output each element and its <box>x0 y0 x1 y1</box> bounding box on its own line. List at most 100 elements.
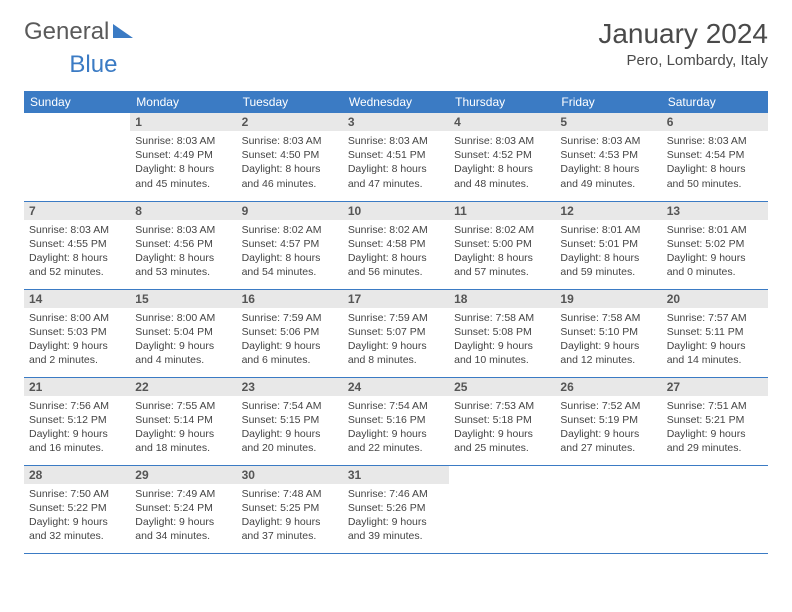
daylight-text-1: Daylight: 9 hours <box>667 251 763 265</box>
day-data: Sunrise: 8:01 AMSunset: 5:01 PMDaylight:… <box>555 220 661 283</box>
sunset-text: Sunset: 5:15 PM <box>242 413 338 427</box>
daylight-text-1: Daylight: 8 hours <box>348 251 444 265</box>
daylight-text-1: Daylight: 9 hours <box>667 427 763 441</box>
sunrise-text: Sunrise: 7:59 AM <box>348 311 444 325</box>
daylight-text-2: and 20 minutes. <box>242 441 338 455</box>
sunrise-text: Sunrise: 8:03 AM <box>348 134 444 148</box>
daylight-text-2: and 10 minutes. <box>454 353 550 367</box>
sunrise-text: Sunrise: 8:00 AM <box>29 311 125 325</box>
daylight-text-1: Daylight: 9 hours <box>29 515 125 529</box>
sunset-text: Sunset: 5:21 PM <box>667 413 763 427</box>
sunrise-text: Sunrise: 7:57 AM <box>667 311 763 325</box>
day-number: 17 <box>343 290 449 308</box>
day-number: 29 <box>130 466 236 484</box>
daylight-text-2: and 8 minutes. <box>348 353 444 367</box>
sunrise-text: Sunrise: 8:02 AM <box>348 223 444 237</box>
day-number: 7 <box>24 202 130 220</box>
calendar-week-row: 28Sunrise: 7:50 AMSunset: 5:22 PMDayligh… <box>24 465 768 553</box>
sunset-text: Sunset: 5:00 PM <box>454 237 550 251</box>
day-data: Sunrise: 7:52 AMSunset: 5:19 PMDaylight:… <box>555 396 661 459</box>
calendar-day-cell: 18Sunrise: 7:58 AMSunset: 5:08 PMDayligh… <box>449 289 555 377</box>
daylight-text-2: and 37 minutes. <box>242 529 338 543</box>
calendar-day-cell: 30Sunrise: 7:48 AMSunset: 5:25 PMDayligh… <box>237 465 343 553</box>
calendar-day-cell: 16Sunrise: 7:59 AMSunset: 5:06 PMDayligh… <box>237 289 343 377</box>
day-data: Sunrise: 8:02 AMSunset: 5:00 PMDaylight:… <box>449 220 555 283</box>
calendar-day-cell: 9Sunrise: 8:02 AMSunset: 4:57 PMDaylight… <box>237 201 343 289</box>
day-number: 8 <box>130 202 236 220</box>
sunrise-text: Sunrise: 7:58 AM <box>560 311 656 325</box>
day-data: Sunrise: 7:58 AMSunset: 5:08 PMDaylight:… <box>449 308 555 371</box>
empty-day <box>449 466 555 484</box>
daylight-text-2: and 45 minutes. <box>135 177 231 191</box>
weekday-header-row: SundayMondayTuesdayWednesdayThursdayFrid… <box>24 91 768 113</box>
sunrise-text: Sunrise: 7:52 AM <box>560 399 656 413</box>
sunset-text: Sunset: 5:06 PM <box>242 325 338 339</box>
calendar-day-cell: 4Sunrise: 8:03 AMSunset: 4:52 PMDaylight… <box>449 113 555 201</box>
empty-day <box>662 466 768 484</box>
daylight-text-1: Daylight: 8 hours <box>135 251 231 265</box>
sunrise-text: Sunrise: 8:03 AM <box>135 223 231 237</box>
sunset-text: Sunset: 5:22 PM <box>29 501 125 515</box>
day-data: Sunrise: 7:48 AMSunset: 5:25 PMDaylight:… <box>237 484 343 547</box>
location-label: Pero, Lombardy, Italy <box>598 52 768 69</box>
day-number: 30 <box>237 466 343 484</box>
calendar-day-cell: 23Sunrise: 7:54 AMSunset: 5:15 PMDayligh… <box>237 377 343 465</box>
daylight-text-1: Daylight: 8 hours <box>135 162 231 176</box>
day-data: Sunrise: 8:03 AMSunset: 4:56 PMDaylight:… <box>130 220 236 283</box>
day-number: 27 <box>662 378 768 396</box>
daylight-text-2: and 46 minutes. <box>242 177 338 191</box>
day-number: 5 <box>555 113 661 131</box>
calendar-day-cell: 11Sunrise: 8:02 AMSunset: 5:00 PMDayligh… <box>449 201 555 289</box>
logo-triangle-icon <box>113 24 133 38</box>
sunrise-text: Sunrise: 7:51 AM <box>667 399 763 413</box>
day-number: 20 <box>662 290 768 308</box>
daylight-text-1: Daylight: 8 hours <box>560 162 656 176</box>
calendar-day-cell: 3Sunrise: 8:03 AMSunset: 4:51 PMDaylight… <box>343 113 449 201</box>
sunset-text: Sunset: 5:19 PM <box>560 413 656 427</box>
weekday-header: Tuesday <box>237 91 343 113</box>
calendar-day-cell: 24Sunrise: 7:54 AMSunset: 5:16 PMDayligh… <box>343 377 449 465</box>
daylight-text-1: Daylight: 9 hours <box>29 339 125 353</box>
daylight-text-2: and 49 minutes. <box>560 177 656 191</box>
calendar-day-cell: 6Sunrise: 8:03 AMSunset: 4:54 PMDaylight… <box>662 113 768 201</box>
sunrise-text: Sunrise: 8:02 AM <box>242 223 338 237</box>
calendar-day-cell <box>24 113 130 201</box>
calendar-day-cell: 25Sunrise: 7:53 AMSunset: 5:18 PMDayligh… <box>449 377 555 465</box>
day-number: 13 <box>662 202 768 220</box>
calendar-day-cell: 21Sunrise: 7:56 AMSunset: 5:12 PMDayligh… <box>24 377 130 465</box>
sunset-text: Sunset: 4:57 PM <box>242 237 338 251</box>
sunset-text: Sunset: 4:50 PM <box>242 148 338 162</box>
day-number: 10 <box>343 202 449 220</box>
sunset-text: Sunset: 4:52 PM <box>454 148 550 162</box>
weekday-header: Friday <box>555 91 661 113</box>
calendar-day-cell: 7Sunrise: 8:03 AMSunset: 4:55 PMDaylight… <box>24 201 130 289</box>
sunrise-text: Sunrise: 8:01 AM <box>560 223 656 237</box>
daylight-text-1: Daylight: 9 hours <box>348 515 444 529</box>
day-data: Sunrise: 8:03 AMSunset: 4:54 PMDaylight:… <box>662 131 768 194</box>
daylight-text-1: Daylight: 8 hours <box>454 162 550 176</box>
calendar-body: 1Sunrise: 8:03 AMSunset: 4:49 PMDaylight… <box>24 113 768 553</box>
sunset-text: Sunset: 5:12 PM <box>29 413 125 427</box>
day-number: 12 <box>555 202 661 220</box>
day-number: 16 <box>237 290 343 308</box>
daylight-text-2: and 14 minutes. <box>667 353 763 367</box>
sunrise-text: Sunrise: 8:03 AM <box>560 134 656 148</box>
day-number: 14 <box>24 290 130 308</box>
day-data: Sunrise: 8:00 AMSunset: 5:03 PMDaylight:… <box>24 308 130 371</box>
day-data: Sunrise: 7:59 AMSunset: 5:07 PMDaylight:… <box>343 308 449 371</box>
daylight-text-2: and 59 minutes. <box>560 265 656 279</box>
daylight-text-1: Daylight: 9 hours <box>135 427 231 441</box>
daylight-text-2: and 25 minutes. <box>454 441 550 455</box>
day-number: 11 <box>449 202 555 220</box>
day-number: 28 <box>24 466 130 484</box>
day-number: 15 <box>130 290 236 308</box>
calendar-week-row: 21Sunrise: 7:56 AMSunset: 5:12 PMDayligh… <box>24 377 768 465</box>
calendar-day-cell: 20Sunrise: 7:57 AMSunset: 5:11 PMDayligh… <box>662 289 768 377</box>
daylight-text-1: Daylight: 9 hours <box>560 339 656 353</box>
sunset-text: Sunset: 4:51 PM <box>348 148 444 162</box>
day-data: Sunrise: 8:02 AMSunset: 4:58 PMDaylight:… <box>343 220 449 283</box>
sunset-text: Sunset: 4:53 PM <box>560 148 656 162</box>
daylight-text-2: and 48 minutes. <box>454 177 550 191</box>
day-number: 3 <box>343 113 449 131</box>
daylight-text-1: Daylight: 9 hours <box>242 427 338 441</box>
